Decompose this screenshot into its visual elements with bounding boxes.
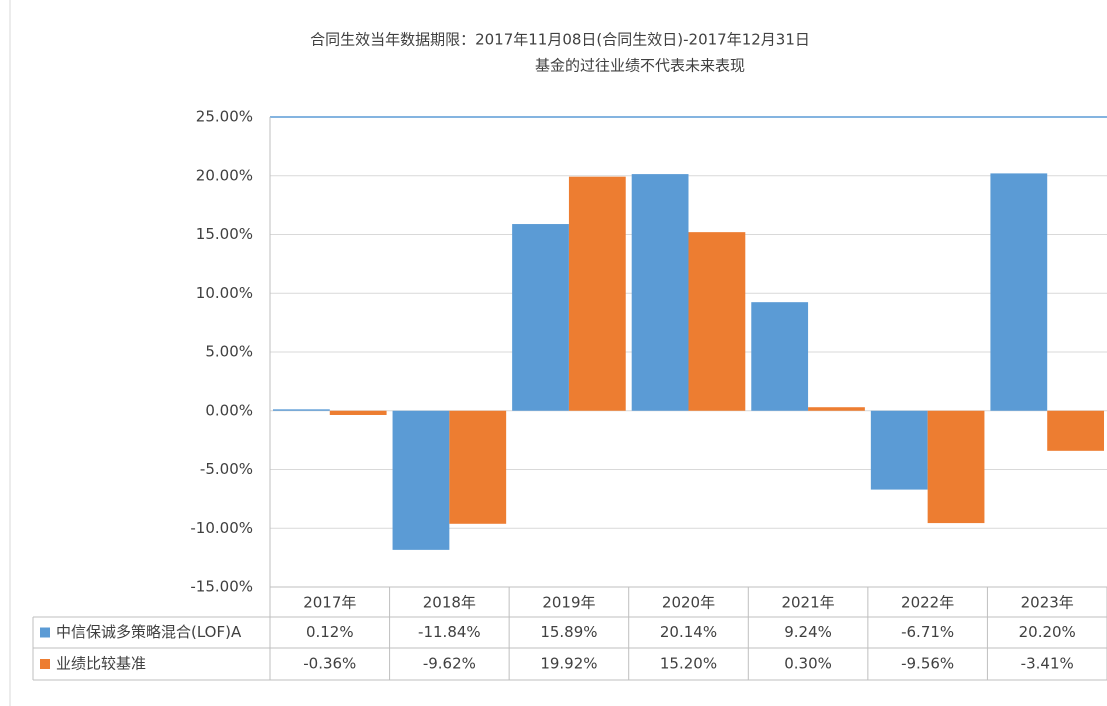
y-tick-label: -5.00% (200, 460, 253, 478)
y-tick-label: -10.00% (190, 519, 253, 537)
legend-label: 业绩比较基准 (56, 655, 146, 673)
bar (927, 410, 985, 524)
x-tick-label: 2020年 (662, 594, 715, 612)
bar (870, 410, 928, 490)
bar (751, 302, 809, 411)
table-value: 15.20% (660, 655, 717, 673)
table-value: -3.41% (1021, 655, 1074, 673)
x-tick-label: 2021年 (781, 594, 834, 612)
table-value: 0.30% (784, 655, 832, 673)
table-value: 15.89% (540, 623, 597, 641)
table-value: 20.20% (1019, 623, 1076, 641)
y-tick-label: 15.00% (196, 225, 253, 243)
legend-label: 中信保诚多策略混合(LOF)A (56, 623, 242, 641)
table-value: 19.92% (540, 655, 597, 673)
bar (329, 410, 387, 415)
table-value: 20.14% (660, 623, 717, 641)
chart-title: 合同生效当年数据期限：2017年11月08日(合同生效日)-2017年12月31… (310, 31, 810, 49)
bar (808, 407, 865, 411)
table-value: -9.56% (901, 655, 954, 673)
x-tick-label: 2019年 (542, 594, 595, 612)
bar (512, 224, 569, 411)
bar (990, 173, 1048, 411)
bar (272, 409, 330, 411)
x-tick-label: 2023年 (1021, 594, 1074, 612)
table-value: 9.24% (784, 623, 832, 641)
chart-subtitle: 基金的过往业绩不代表未来表现 (535, 57, 745, 75)
x-tick-label: 2022年 (901, 594, 954, 612)
table-value: -11.84% (418, 623, 481, 641)
legend-swatch (40, 659, 50, 669)
bar (631, 174, 689, 411)
bar (449, 410, 507, 524)
y-tick-label: 0.00% (205, 401, 253, 419)
x-tick-label: 2018年 (423, 594, 476, 612)
table-value: -6.71% (901, 623, 954, 641)
y-tick-label: -15.00% (190, 578, 253, 596)
bar (568, 176, 626, 411)
table-value: 0.12% (306, 623, 354, 641)
y-tick-label: 20.00% (196, 166, 253, 184)
legend-swatch (40, 627, 50, 638)
y-tick-label: 10.00% (196, 284, 253, 302)
bar (688, 232, 746, 411)
y-tick-label: 25.00% (196, 108, 253, 126)
table-value: -0.36% (303, 655, 356, 673)
bar (392, 410, 450, 550)
table-value: -9.62% (423, 655, 476, 673)
x-tick-label: 2017年 (303, 594, 356, 612)
y-tick-label: 5.00% (205, 343, 253, 361)
bar (1047, 410, 1105, 451)
